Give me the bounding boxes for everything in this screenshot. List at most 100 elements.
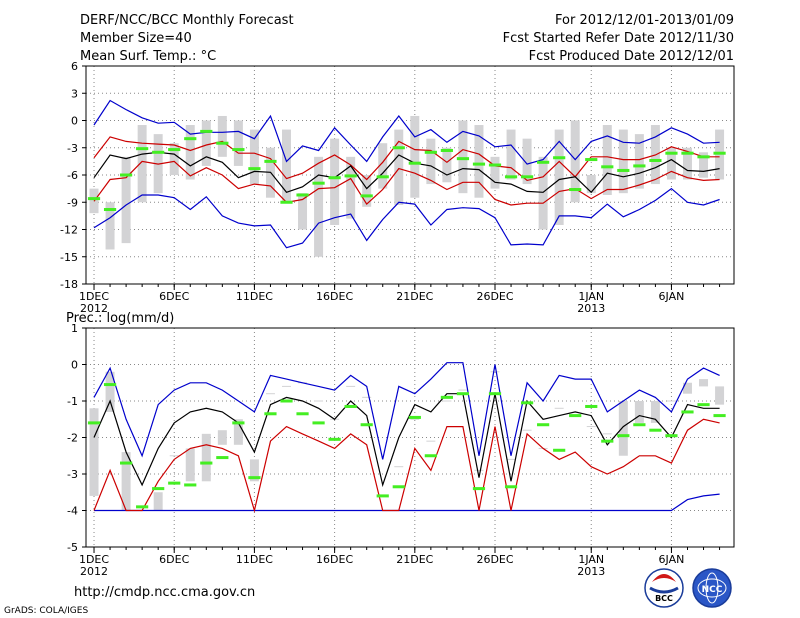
- prec-ytick-label: 0: [71, 359, 78, 372]
- temp-box: [282, 129, 291, 203]
- prec-box: [426, 440, 436, 442]
- temp-box: [458, 120, 468, 194]
- prec-xtick-year: 2013: [577, 565, 605, 578]
- prec-box: [105, 371, 115, 412]
- prec-box: [233, 419, 243, 445]
- temp-box: [570, 120, 580, 203]
- prec-median-mark: [232, 421, 245, 425]
- prec-median-mark: [617, 434, 630, 438]
- prec-box: [201, 433, 211, 482]
- temp-box: [426, 138, 436, 185]
- temp-median-mark: [200, 129, 213, 133]
- prec-ytick-label: -2: [67, 432, 78, 445]
- temp-median-mark: [120, 173, 133, 177]
- prec-box: [121, 452, 131, 511]
- prec-median-mark: [248, 476, 261, 480]
- temp-ytick-label: -9: [67, 196, 78, 209]
- temp-median-mark: [328, 176, 341, 180]
- temp-box: [169, 143, 179, 175]
- prec-median-mark: [585, 404, 598, 408]
- prec-xtick-label: 11DEC: [236, 553, 273, 566]
- temp-median-mark: [248, 167, 261, 171]
- temp-xtick-label: 1JAN: [578, 290, 604, 303]
- prec-median-mark: [697, 403, 710, 407]
- prec-median-mark: [408, 415, 421, 419]
- prec-box: [554, 407, 564, 409]
- temp-box: [410, 115, 420, 198]
- temp-box: [121, 156, 131, 244]
- prec-median-mark: [360, 423, 373, 427]
- temp-median-mark: [360, 194, 373, 198]
- prec-median-mark: [633, 423, 646, 427]
- prec-box: [650, 401, 660, 423]
- prec-box: [394, 466, 404, 468]
- temp-xtick-label: 6JAN: [659, 290, 685, 303]
- prec-median-mark: [504, 485, 518, 489]
- prec-median-mark: [376, 494, 389, 498]
- prec-median-mark: [569, 414, 582, 418]
- temp-box: [634, 134, 644, 189]
- temp-box: [506, 129, 516, 180]
- temp-median-mark: [537, 160, 550, 164]
- temp-median-mark: [697, 155, 710, 159]
- temp-box: [346, 156, 356, 219]
- prec-xtick-label: 16DEC: [316, 553, 353, 566]
- temp-ytick-label: 0: [71, 115, 78, 128]
- temp-box: [201, 120, 211, 166]
- temp-median-mark: [601, 165, 614, 169]
- temp-median-mark: [408, 161, 421, 165]
- temp-ytick-label: -12: [60, 224, 78, 237]
- prec-box: [410, 418, 420, 420]
- temp-max-line: [93, 99, 720, 165]
- prec-ytick-label: -4: [67, 505, 78, 518]
- prec-box: [89, 408, 99, 496]
- prec-median-mark: [472, 487, 486, 491]
- temp-box: [682, 147, 692, 180]
- temp-box: [474, 125, 484, 198]
- ncc-logo: NCC: [692, 568, 732, 608]
- temp-median-mark: [504, 175, 518, 179]
- temp-median-mark: [713, 151, 726, 155]
- prec-mean-line: [93, 393, 720, 488]
- prec-median-mark: [649, 428, 662, 432]
- prec-box: [265, 393, 275, 395]
- prec-ytick-label: 1: [71, 322, 78, 335]
- chart-title: DERF/NCC/BCC Monthly Forecast: [80, 13, 294, 28]
- prec-median-mark: [296, 412, 309, 416]
- temp-xtick-label: 6DEC: [159, 290, 189, 303]
- source-url[interactable]: http://cmdp.ncc.cma.gov.cn: [74, 585, 255, 600]
- temp-ytick-label: -3: [67, 142, 78, 155]
- temp-ytick-label: 6: [71, 60, 78, 73]
- temp-box: [217, 115, 227, 157]
- forecast-started: Fcst Started Refer Date 2012/11/30: [503, 31, 734, 46]
- temp-box: [362, 175, 372, 207]
- prec-box: [682, 382, 692, 394]
- temp-min-line: [93, 187, 720, 249]
- bcc-logo: BCC: [644, 568, 684, 608]
- prec-ytick-label: -1: [67, 395, 78, 408]
- prec-ytick-label: -5: [67, 541, 78, 554]
- temp-median-mark: [633, 164, 646, 168]
- temp-box: [699, 152, 709, 178]
- member-size: Member Size=40: [80, 31, 192, 46]
- prec-box: [458, 389, 468, 391]
- prec-xtick-label: 6JAN: [659, 553, 685, 566]
- prec-box: [217, 430, 227, 445]
- prec-box: [618, 401, 628, 456]
- prec-box: [362, 396, 372, 398]
- ncc-logo-text: NCC: [702, 585, 723, 595]
- temp-median-mark: [440, 148, 453, 152]
- temp-median-mark: [136, 147, 149, 151]
- forecast-period: For 2012/12/01-2013/01/09: [555, 13, 734, 28]
- temp-median-mark: [152, 150, 165, 154]
- temp-median-mark: [312, 181, 325, 185]
- temp-median-mark: [456, 157, 470, 161]
- prec-median-mark: [120, 461, 133, 465]
- temp-box: [185, 125, 195, 180]
- prec-xtick-label: 1DEC: [79, 553, 109, 566]
- prec-median-mark: [488, 392, 502, 396]
